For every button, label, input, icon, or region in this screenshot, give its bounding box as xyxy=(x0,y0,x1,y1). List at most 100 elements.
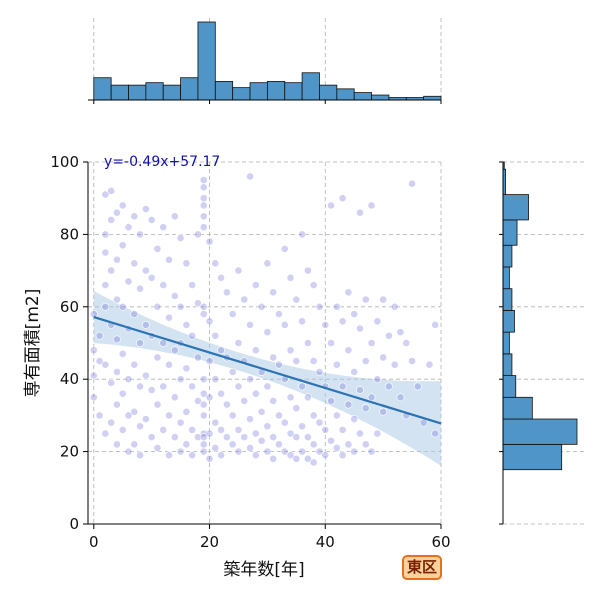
scatter-point xyxy=(338,317,347,326)
right-histogram xyxy=(499,161,585,525)
scatter-point xyxy=(130,440,139,449)
scatter-point xyxy=(182,440,191,449)
scatter-point xyxy=(373,375,382,384)
scatter-point xyxy=(176,302,185,311)
right-hist-bar xyxy=(502,443,563,471)
scatter-point xyxy=(199,375,208,384)
scatter-point xyxy=(170,346,179,355)
right-hist-bar xyxy=(502,396,533,420)
scatter-point xyxy=(194,433,202,442)
scatter-point xyxy=(199,201,208,210)
scatter-point xyxy=(356,386,364,394)
scatter-point xyxy=(124,411,133,420)
scatter-point xyxy=(292,433,301,442)
y-tick-label: 40 xyxy=(60,370,79,388)
scatter-point xyxy=(199,212,208,221)
scatter-point xyxy=(228,368,237,376)
scatter-point xyxy=(292,404,301,413)
right-hist-bar xyxy=(502,288,513,311)
x-tick-label: 60 xyxy=(431,533,450,551)
scatter-point xyxy=(234,339,243,347)
scatter-point xyxy=(396,393,405,402)
scatter-point xyxy=(396,328,405,337)
scatter-point xyxy=(217,425,225,434)
scatter-point xyxy=(286,451,295,460)
scatter-point xyxy=(361,404,370,413)
scatter-point xyxy=(246,172,254,181)
scatter-point xyxy=(182,320,191,329)
scatter-point xyxy=(344,400,353,409)
scatter-point xyxy=(136,339,144,347)
scatter-point xyxy=(332,411,341,420)
scatter-point xyxy=(165,313,173,322)
scatter-point xyxy=(321,320,330,329)
scatter-point xyxy=(361,440,370,449)
scatter-point xyxy=(211,444,220,452)
scatter-point xyxy=(205,357,214,365)
scatter-point xyxy=(118,302,127,311)
scatter-point xyxy=(217,346,225,355)
scatter-point xyxy=(124,447,133,456)
scatter-point xyxy=(269,454,278,463)
scatter-point xyxy=(188,451,197,460)
scatter-point xyxy=(269,288,278,297)
scatter-point xyxy=(228,411,237,420)
scatter-point xyxy=(315,418,324,427)
scatter-point xyxy=(107,187,116,195)
scatter-point xyxy=(425,360,434,369)
scatter-point xyxy=(188,331,197,340)
scatter-point xyxy=(263,328,272,337)
scatter-point xyxy=(217,273,225,282)
scatter-point xyxy=(211,375,220,384)
scatter-points xyxy=(89,172,440,467)
scatter-point xyxy=(101,281,110,289)
scatter-point xyxy=(170,292,179,300)
scatter-point xyxy=(170,212,179,221)
scatter-point xyxy=(251,281,260,289)
top-hist-bar xyxy=(110,84,129,101)
scatter-point xyxy=(280,447,289,456)
scatter-point xyxy=(379,353,388,362)
scatter-point xyxy=(113,295,121,304)
scatter-point xyxy=(136,284,144,293)
scatter-point xyxy=(280,418,289,427)
scatter-point xyxy=(228,310,237,318)
scatter-point xyxy=(263,422,272,431)
scatter-point xyxy=(118,425,127,434)
scatter-point xyxy=(89,310,98,318)
scatter-point xyxy=(182,364,191,373)
scatter-point xyxy=(136,230,144,239)
scatter-point xyxy=(170,393,179,402)
scatter-point xyxy=(251,451,260,460)
x-axis-label: 築年数[年] xyxy=(223,560,304,580)
scatter-point xyxy=(199,176,208,184)
scatter-point xyxy=(246,444,254,452)
scatter-point xyxy=(170,433,179,442)
scatter-point xyxy=(95,331,104,340)
scatter-point xyxy=(298,422,307,431)
scatter-point xyxy=(292,454,301,463)
top-hist-bar xyxy=(301,72,320,101)
scatter-point xyxy=(338,382,347,391)
scatter-point xyxy=(199,400,208,409)
scatter-point xyxy=(141,266,150,275)
scatter-point xyxy=(298,317,307,326)
regression-line xyxy=(93,315,442,425)
top-hist-bar xyxy=(336,88,355,101)
scatter-point xyxy=(113,400,121,409)
scatter-point xyxy=(304,266,312,275)
scatter-point xyxy=(361,357,370,365)
scatter-point xyxy=(286,429,295,438)
scatter-point xyxy=(304,393,312,402)
scatter-point xyxy=(408,357,416,365)
scatter-point xyxy=(327,397,335,405)
top-hist-bar xyxy=(197,21,216,101)
scatter-point xyxy=(107,418,116,427)
scatter-point xyxy=(356,208,364,217)
scatter-point xyxy=(89,346,98,355)
top-hist-bar xyxy=(319,84,338,101)
scatter-point xyxy=(199,310,208,318)
scatter-point xyxy=(327,201,335,210)
scatter-point xyxy=(124,223,133,232)
scatter-point xyxy=(176,418,185,427)
